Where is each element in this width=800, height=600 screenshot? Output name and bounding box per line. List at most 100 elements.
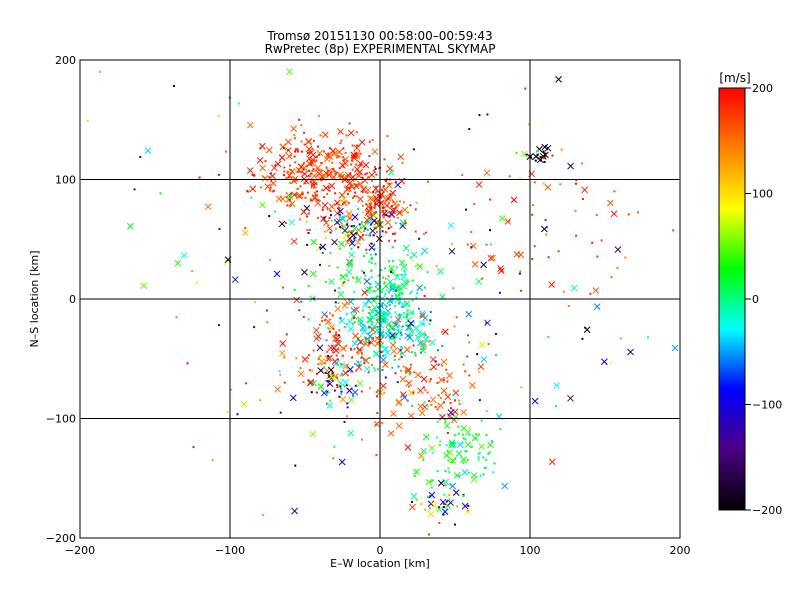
data-point-cross bbox=[249, 185, 257, 193]
data-point-cross bbox=[394, 292, 402, 300]
x-tick-label: 0 bbox=[377, 544, 384, 557]
data-point-cross bbox=[347, 325, 355, 333]
data-point-dot bbox=[346, 186, 349, 189]
data-point-dot bbox=[542, 157, 545, 160]
data-point-dot bbox=[305, 220, 308, 223]
data-point-dot bbox=[334, 289, 337, 292]
data-point-dot bbox=[351, 156, 354, 159]
data-point-dot bbox=[398, 313, 401, 316]
data-point-cross bbox=[311, 172, 318, 180]
data-point-dot bbox=[391, 294, 394, 297]
data-point-dot bbox=[218, 173, 221, 176]
data-point-cross bbox=[407, 320, 415, 327]
data-point-dot bbox=[319, 134, 322, 137]
data-point-dot bbox=[324, 371, 327, 374]
data-point-cross bbox=[471, 260, 479, 268]
data-point-dot bbox=[338, 248, 341, 251]
data-point-dot bbox=[283, 381, 286, 384]
data-point-dot bbox=[393, 340, 396, 343]
data-point-dot bbox=[308, 151, 311, 154]
data-point-cross bbox=[343, 298, 351, 306]
data-point-dot bbox=[479, 474, 482, 477]
data-point-dot bbox=[337, 206, 340, 209]
data-point-dot bbox=[372, 191, 375, 194]
data-point-dot bbox=[452, 287, 455, 290]
data-point-cross bbox=[422, 336, 430, 343]
data-point-dot bbox=[294, 464, 297, 467]
data-point-dot bbox=[362, 323, 365, 326]
data-point-cross bbox=[346, 261, 354, 269]
data-point-dot bbox=[368, 341, 371, 344]
data-point-dot bbox=[452, 461, 455, 464]
data-point-dot bbox=[300, 140, 303, 143]
data-point-dot bbox=[353, 238, 356, 241]
data-point-dot bbox=[288, 176, 291, 179]
data-point-dot bbox=[265, 309, 268, 312]
data-point-dot bbox=[483, 466, 486, 469]
data-point-dot bbox=[326, 380, 329, 383]
data-point-cross bbox=[419, 312, 426, 319]
data-point-dot bbox=[329, 252, 332, 255]
data-point-dot bbox=[404, 370, 407, 373]
data-point-cross bbox=[348, 396, 355, 404]
data-point-cross bbox=[541, 143, 549, 151]
data-point-dot bbox=[477, 458, 480, 461]
data-point-cross bbox=[347, 366, 354, 373]
data-point-dot bbox=[394, 305, 397, 308]
data-point-dot bbox=[345, 275, 348, 278]
data-point-dot bbox=[368, 312, 371, 315]
data-point-cross bbox=[410, 493, 418, 500]
data-point-cross bbox=[470, 472, 478, 479]
data-point-cross bbox=[504, 218, 512, 225]
data-point-dot bbox=[361, 190, 364, 193]
data-point-dot bbox=[366, 191, 369, 194]
data-point-dot bbox=[453, 523, 456, 526]
data-point-cross bbox=[305, 137, 313, 145]
data-point-dot bbox=[359, 238, 362, 241]
data-point-dot bbox=[370, 257, 373, 260]
data-point-cross bbox=[369, 326, 377, 333]
data-point-dot bbox=[390, 226, 393, 229]
data-point-dot bbox=[268, 189, 271, 192]
data-point-dot bbox=[333, 334, 336, 337]
data-point-dot bbox=[353, 237, 356, 240]
data-point-dot bbox=[317, 363, 320, 366]
data-point-dot bbox=[477, 456, 480, 459]
data-point-dot bbox=[346, 221, 349, 224]
data-point-dot bbox=[485, 434, 488, 437]
data-point-dot bbox=[259, 186, 262, 189]
data-point-dot bbox=[359, 164, 362, 167]
data-point-dot bbox=[246, 190, 249, 193]
data-point-dot bbox=[346, 415, 349, 418]
data-point-dot bbox=[554, 405, 557, 408]
data-point-cross bbox=[400, 263, 408, 271]
data-point-cross bbox=[246, 121, 254, 129]
data-point-cross bbox=[427, 510, 435, 518]
data-point-cross bbox=[406, 323, 414, 331]
data-point-cross bbox=[437, 402, 444, 410]
data-point-dot bbox=[303, 161, 306, 164]
data-point-dot bbox=[359, 152, 362, 155]
data-point-dot bbox=[365, 248, 368, 251]
data-point-cross bbox=[289, 394, 297, 402]
data-point-cross bbox=[367, 195, 374, 202]
data-point-cross bbox=[338, 191, 346, 199]
data-point-dot bbox=[351, 160, 354, 163]
data-point-dot bbox=[351, 144, 354, 147]
data-point-dot bbox=[560, 148, 563, 151]
data-point-cross bbox=[174, 259, 182, 267]
data-point-dot bbox=[398, 302, 401, 305]
data-point-dot bbox=[368, 357, 371, 360]
data-point-dot bbox=[547, 336, 550, 339]
data-point-dot bbox=[439, 440, 442, 443]
data-point-dot bbox=[308, 354, 311, 357]
data-point-dot bbox=[337, 348, 340, 351]
data-point-dot bbox=[528, 123, 531, 126]
data-point-dot bbox=[315, 159, 318, 162]
data-point-dot bbox=[499, 428, 502, 431]
data-point-dot bbox=[344, 177, 347, 180]
data-point-dot bbox=[385, 346, 388, 349]
data-point-cross bbox=[377, 302, 385, 310]
data-point-cross bbox=[567, 394, 574, 402]
data-point-dot bbox=[224, 263, 227, 266]
